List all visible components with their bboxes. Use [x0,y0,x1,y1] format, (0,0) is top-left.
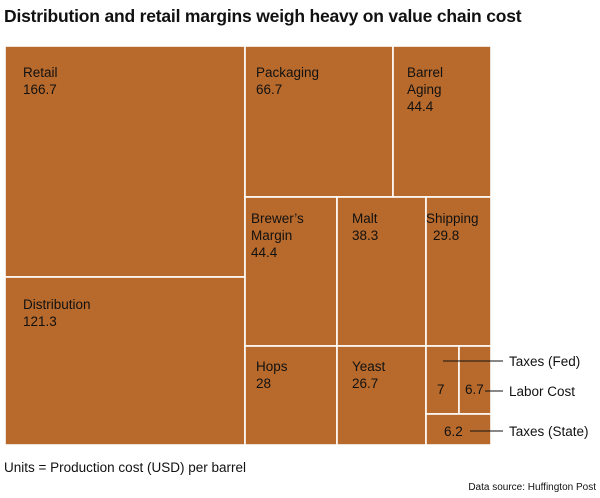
cell-labor-cost [458,345,492,415]
units-note: Units = Production cost (USD) per barrel [4,460,246,475]
cell-value-brewers-margin: 44.4 [251,245,278,260]
cell-hops [244,345,338,446]
cell-value-hops: 28 [256,376,271,391]
cell-barrel-aging [392,45,492,198]
cell-value-shipping: 29.8 [433,228,459,243]
cell-taxes-state [425,413,492,446]
cell-yeast [336,345,427,446]
cell-shipping [425,196,492,347]
external-label-taxes-state: Taxes (State) [509,424,589,439]
cell-label-malt: Malt [352,211,378,226]
source-note: Data source: Huffington Post [468,482,596,493]
cell-value-packaging: 66.7 [256,82,282,97]
cell-label-barrel-aging: Aging [407,82,442,97]
cell-label-retail: Retail [23,65,58,80]
cell-label-brewers-margin: Margin [251,228,292,243]
cell-retail [4,45,246,278]
cell-value-yeast: 26.7 [352,376,378,391]
cell-label-shipping: Shipping [426,211,479,226]
cell-malt [336,196,427,347]
cell-label-distribution: Distribution [23,297,91,312]
cell-label-hops: Hops [256,359,288,374]
cell-value-taxes-fed: 7 [437,382,445,397]
cell-label-yeast: Yeast [352,359,386,374]
cell-value-barrel-aging: 44.4 [407,99,434,114]
external-label-labor-cost: Labor Cost [509,384,575,399]
cell-label-packaging: Packaging [256,65,319,80]
cell-value-labor-cost: 6.7 [465,382,484,397]
cell-taxes-fed [425,345,460,415]
cell-label-brewers-margin: Brewer’s [251,211,304,226]
external-label-taxes-fed: Taxes (Fed) [509,354,580,369]
cell-value-malt: 38.3 [352,228,378,243]
cell-value-distribution: 121.3 [23,314,57,329]
cell-label-barrel-aging: Barrel [407,65,443,80]
cell-value-taxes-state: 6.2 [444,424,463,439]
chart-title: Distribution and retail margins weigh he… [4,6,522,26]
cell-value-retail: 166.7 [23,82,57,97]
